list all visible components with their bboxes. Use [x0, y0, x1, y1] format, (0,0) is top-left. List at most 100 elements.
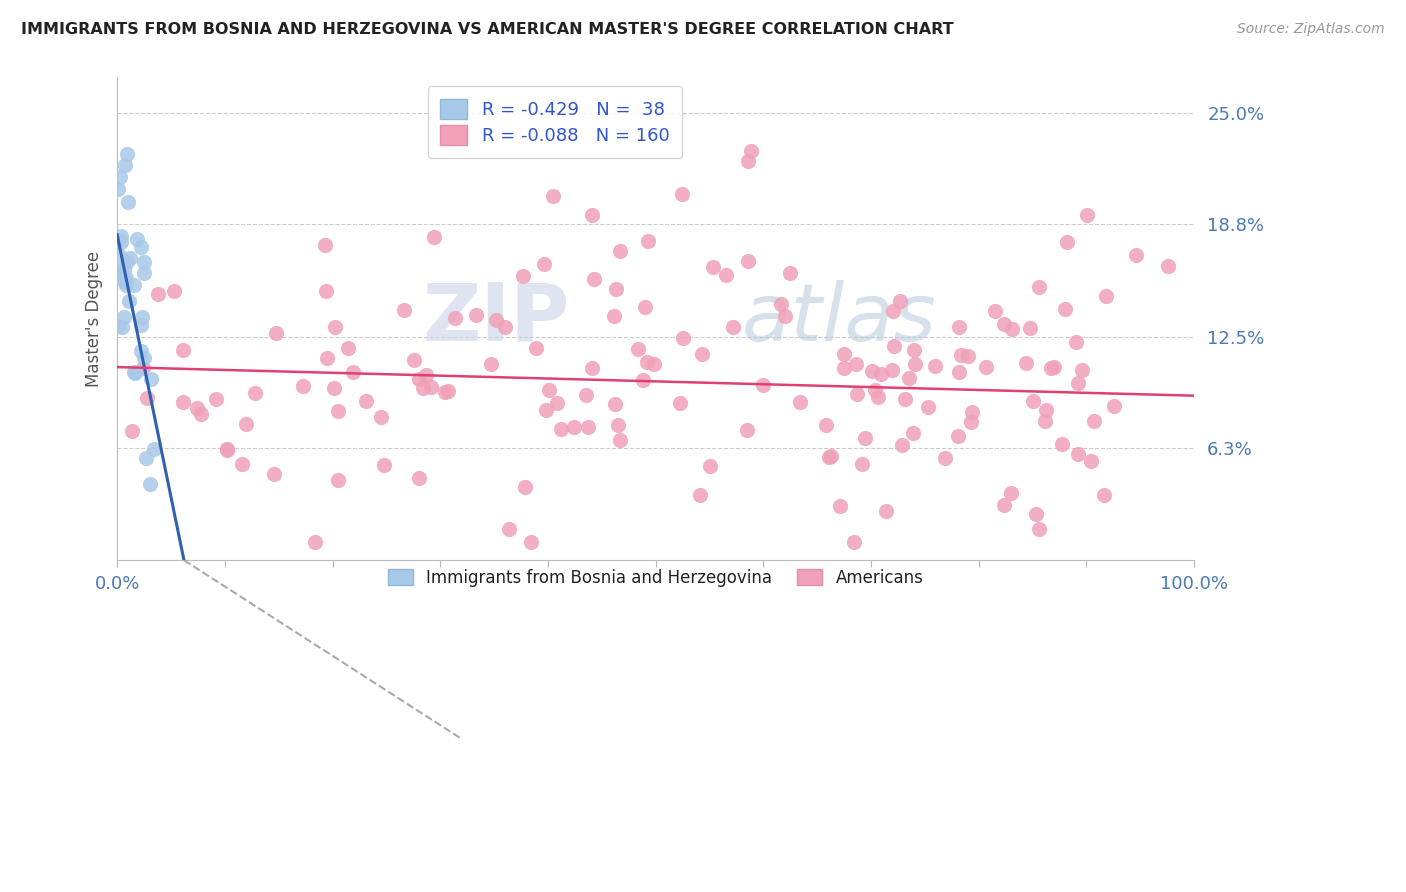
Point — [515, 480, 537, 494]
Point — [868, 390, 890, 404]
Point — [607, 417, 630, 432]
Point — [1001, 322, 1024, 336]
Point — [737, 154, 759, 169]
Point — [205, 392, 228, 407]
Point — [404, 353, 426, 368]
Point — [408, 372, 430, 386]
Point — [846, 387, 869, 401]
Point — [845, 357, 868, 371]
Point — [581, 208, 603, 222]
Point — [524, 341, 547, 355]
Point — [993, 317, 1015, 331]
Point — [243, 386, 266, 401]
Point — [422, 229, 444, 244]
Point — [108, 169, 131, 184]
Point — [550, 422, 572, 436]
Point — [444, 311, 467, 326]
Point — [112, 310, 135, 324]
Point — [485, 313, 508, 327]
Point — [131, 310, 153, 325]
Point — [117, 194, 139, 209]
Point — [1054, 301, 1077, 316]
Point — [672, 331, 695, 345]
Point — [494, 320, 516, 334]
Point — [1076, 208, 1098, 222]
Point — [890, 438, 912, 452]
Point — [1022, 393, 1045, 408]
Text: Source: ZipAtlas.com: Source: ZipAtlas.com — [1237, 22, 1385, 37]
Point — [135, 450, 157, 465]
Point — [957, 349, 980, 363]
Point — [863, 383, 886, 397]
Point — [627, 342, 650, 356]
Point — [1157, 259, 1180, 273]
Point — [323, 381, 346, 395]
Point — [112, 273, 135, 287]
Point — [1043, 359, 1066, 374]
Point — [370, 409, 392, 424]
Point — [1025, 507, 1047, 521]
Point — [135, 391, 157, 405]
Point — [108, 248, 131, 262]
Point — [110, 235, 132, 250]
Point — [356, 393, 378, 408]
Point — [882, 363, 904, 377]
Point — [1067, 447, 1090, 461]
Point — [1015, 356, 1038, 370]
Point — [217, 443, 239, 458]
Point — [984, 304, 1007, 318]
Point — [111, 320, 134, 334]
Point — [643, 357, 665, 371]
Point — [186, 401, 208, 415]
Point — [114, 158, 136, 172]
Point — [264, 326, 287, 340]
Point — [125, 232, 148, 246]
Point — [420, 380, 443, 394]
Point — [842, 535, 865, 549]
Point — [1102, 399, 1125, 413]
Point — [1018, 321, 1040, 335]
Point — [934, 450, 956, 465]
Point — [637, 234, 659, 248]
Point — [1094, 289, 1116, 303]
Point — [974, 359, 997, 374]
Point — [668, 396, 690, 410]
Point — [122, 365, 145, 379]
Point — [889, 294, 911, 309]
Point — [415, 368, 437, 382]
Point — [699, 459, 721, 474]
Text: IMMIGRANTS FROM BOSNIA AND HERZEGOVINA VS AMERICAN MASTER'S DEGREE CORRELATION C: IMMIGRANTS FROM BOSNIA AND HERZEGOVINA V… — [21, 22, 953, 37]
Point — [122, 278, 145, 293]
Point — [581, 360, 603, 375]
Point — [993, 498, 1015, 512]
Legend: Immigrants from Bosnia and Herzegovina, Americans: Immigrants from Bosnia and Herzegovina, … — [380, 560, 932, 595]
Point — [1039, 360, 1062, 375]
Point — [917, 400, 939, 414]
Point — [740, 144, 762, 158]
Point — [129, 343, 152, 358]
Point — [520, 535, 543, 549]
Point — [132, 361, 155, 376]
Point — [337, 341, 360, 355]
Point — [373, 458, 395, 473]
Point — [538, 383, 561, 397]
Point — [115, 147, 138, 161]
Text: atlas: atlas — [742, 280, 936, 358]
Point — [326, 473, 349, 487]
Point — [172, 395, 194, 409]
Point — [304, 535, 326, 549]
Point — [636, 355, 658, 369]
Point — [575, 388, 598, 402]
Point — [235, 417, 257, 432]
Point — [108, 263, 131, 277]
Point — [139, 477, 162, 491]
Point — [582, 272, 605, 286]
Point — [770, 297, 793, 311]
Point — [1083, 414, 1105, 428]
Point — [564, 420, 586, 434]
Point — [315, 285, 337, 299]
Point — [946, 428, 969, 442]
Point — [342, 365, 364, 379]
Point — [315, 351, 337, 365]
Point — [231, 457, 253, 471]
